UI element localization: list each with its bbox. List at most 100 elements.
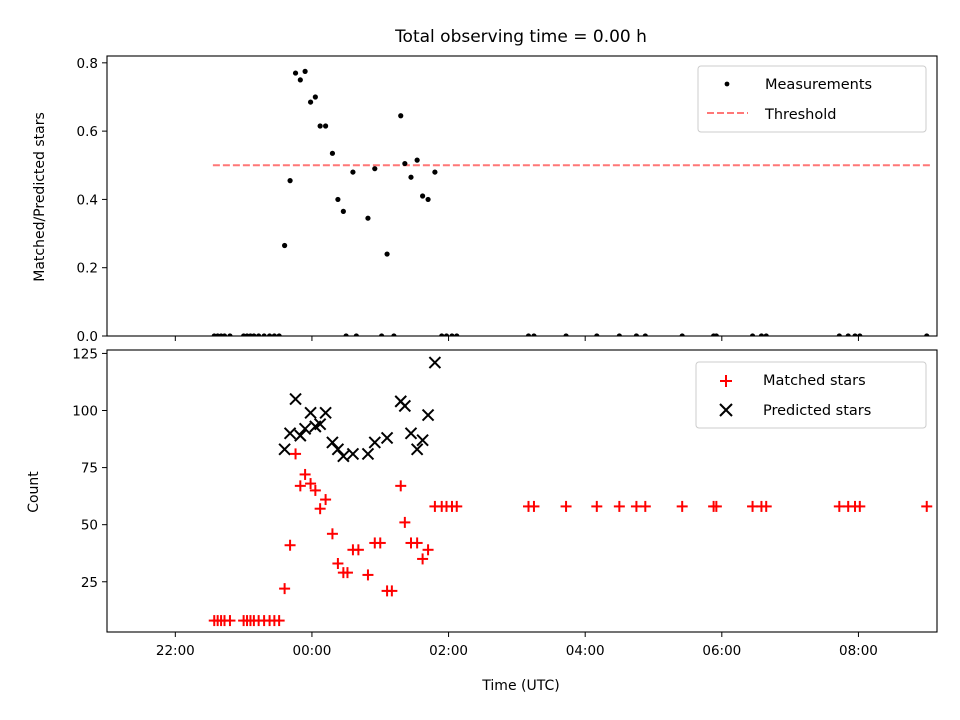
measurement-point [307,99,314,105]
measurement-point [633,333,640,336]
measurement-point [616,333,622,336]
matched-star-point [411,537,423,549]
measurement-point [302,68,308,74]
measurement-point [379,333,385,336]
measurement-point [251,333,257,336]
predicted-legend-marker [719,403,733,417]
measurement-point [292,70,299,76]
predicted-legend-label: Predicted stars [763,403,871,419]
matched-star-point [284,539,296,551]
matched-star-point [326,528,338,540]
predicted-star-point [404,427,418,440]
measurement-point [749,333,756,336]
matched-star-point [273,615,285,627]
matched-star-point [299,468,311,480]
measurement-point [335,196,341,203]
measurement-point [350,169,356,175]
threshold-legend-label: Threshold [764,107,836,123]
predicted-star-point [294,429,307,442]
measurement-point [323,123,329,129]
measurement-point [317,123,323,129]
measurement-point [432,169,438,175]
measurement-point [353,333,359,336]
matched-star-point [362,569,374,581]
matched-star-point [422,544,434,556]
measurement-point [227,333,233,336]
top-y-tick-label: 0.4 [77,192,98,208]
measurement-point [525,333,532,336]
matched-star-point [591,500,603,512]
top-y-tick-label: 0.2 [77,261,98,277]
x-tick-label: 22:00 [156,643,195,659]
measurement-point [454,333,460,336]
measurement-point [679,333,685,336]
matched-star-point [279,583,291,595]
predicted-star-point [361,447,375,461]
x-tick-label: 02:00 [429,643,468,659]
matched-star-point [374,537,386,549]
matched-star-point [528,500,540,512]
measurement-point [857,333,863,336]
matched-star-point [332,557,344,569]
measurement-point [256,333,262,336]
matched-star-point [294,480,306,492]
measurement-point [594,333,600,336]
measurement-point [642,333,648,336]
bottom-y-tick-label: 25 [81,575,98,591]
measurement-point [398,113,404,119]
measurement-point [449,333,455,336]
predicted-star-point [410,443,424,456]
measurement-point [391,333,397,336]
measurement-point [924,333,930,336]
matched-star-point [613,500,625,512]
matched-star-point [395,480,407,492]
matched-star-point [290,448,302,460]
measurement-point [287,178,293,184]
top-legend-box [697,65,927,133]
matched-legend-marker [720,375,732,387]
predicted-star-point [398,399,412,413]
ratio-plot-area: 0.0 0.2 0.4 0.6 0.8 [77,55,938,345]
measurement-point [329,150,336,156]
bottom-axes-frame [106,349,938,633]
measurement-point [531,333,537,336]
matched-star-point [309,484,321,496]
measurement-point [414,157,420,163]
measurement-point [563,333,569,336]
bottom-y-tick-label: 100 [72,404,98,420]
predicted-star-point [421,408,435,422]
measurement-point [439,333,445,336]
measurement-point [261,333,267,336]
x-tick-label: 00:00 [292,643,331,659]
top-axes-frame [106,55,938,337]
matched-star-point [399,516,411,528]
x-axis-label: Time (UTC) [481,678,559,694]
measurement-point [221,333,228,336]
predicted-star-point [346,447,360,461]
predicted-star-point [368,436,381,449]
matched-star-point [305,478,317,490]
bottom-y-tick-label: 125 [72,346,98,362]
predicted-star-point [319,406,332,420]
matched-star-point [224,615,236,627]
top-y-tick-label: 0.0 [77,329,98,345]
predicted-star-point [289,392,302,406]
predicted-star-point [278,443,291,456]
predicted-star-point [304,406,317,420]
predicted-star-point [313,418,327,431]
count-plot-area: 25 50 75 100 125 22:00 00:00 02:00 04:00 06:00 08:… [72,346,938,659]
measurement-point [297,77,303,83]
matched-star-point [417,553,429,565]
bottom-y-tick-label: 75 [81,461,98,477]
bottom-y-tick-label: 50 [81,518,98,534]
x-tick-label: 04:00 [566,643,605,659]
measurements-legend-label: Measurements [765,77,872,93]
measurements-legend-marker [724,81,730,87]
matched-star-point [639,500,651,512]
x-tick-label: 06:00 [702,643,741,659]
measurement-point [845,333,851,336]
matched-star-point [320,494,332,506]
predicted-star-point [428,356,442,369]
x-tick-label: 08:00 [839,643,878,659]
